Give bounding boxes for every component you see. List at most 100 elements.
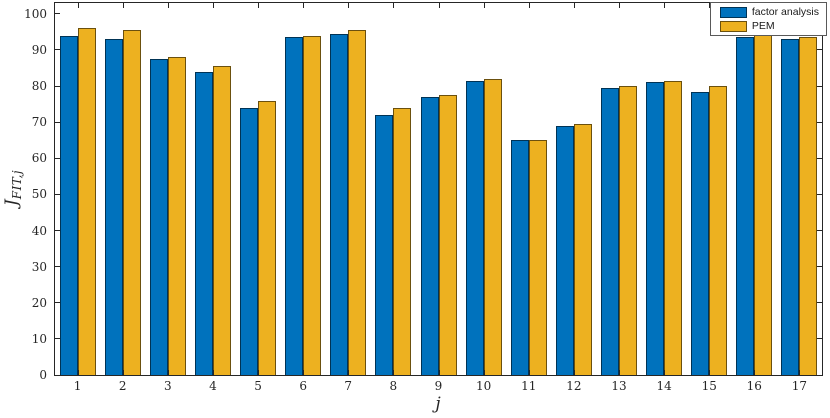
x-tick-label: 1 (73, 379, 82, 393)
x-tick-label: 8 (389, 379, 398, 393)
x-tick-label: 16 (746, 379, 762, 393)
x-tick-label: 7 (344, 379, 353, 393)
x-tick-label: 10 (475, 379, 492, 393)
y-tick-mark (55, 157, 60, 159)
x-tick-mark (754, 370, 756, 375)
bar-factor-analysis-2 (104, 39, 123, 375)
y-tick-mark (55, 85, 60, 87)
bar-PEM-14 (664, 80, 683, 375)
legend-entry-pem: PEM (719, 20, 819, 32)
x-tick-mark (258, 370, 260, 375)
bar-factor-analysis-13 (600, 87, 619, 375)
x-tick-label: 6 (299, 379, 307, 393)
legend-swatch-pem (719, 20, 747, 32)
bar-factor-analysis-10 (465, 80, 484, 375)
legend-swatch-factor-analysis (719, 6, 747, 18)
y-axis-label: JFIT,j (2, 170, 24, 206)
ticks-layer (55, 3, 822, 376)
legend-label-factor-analysis: factor analysis (751, 6, 819, 18)
y-tick-label: 100 (24, 6, 47, 21)
x-tick-mark-top (483, 3, 485, 8)
y-tick-label: 0 (39, 368, 47, 382)
y-tick-mark (55, 338, 60, 340)
plot-area (54, 2, 823, 376)
legend-label-pem: PEM (751, 20, 775, 32)
bar-factor-analysis-14 (646, 82, 665, 375)
y-tick-mark-right (817, 157, 822, 159)
y-tick-label: 50 (31, 187, 47, 202)
legend-entry-factor-analysis: factor analysis (719, 6, 819, 18)
y-tick-mark-right (817, 193, 822, 195)
y-axis-label-main: J (2, 199, 22, 207)
x-tick-mark-top (664, 3, 666, 8)
x-tick-mark (303, 370, 305, 375)
x-tick-mark-top (438, 3, 440, 8)
x-tick-mark (483, 370, 485, 375)
bar-PEM-1 (77, 28, 96, 375)
bar-factor-analysis-9 (420, 96, 439, 375)
bar-PEM-11 (528, 140, 547, 375)
bar-factor-analysis-11 (510, 140, 529, 375)
x-axis-label: j (435, 394, 441, 414)
bar-PEM-2 (122, 30, 141, 375)
x-tick-mark-top (212, 3, 214, 8)
x-tick-mark (393, 370, 395, 375)
bar-factor-analysis-17 (781, 39, 800, 375)
x-tick-label: 3 (163, 379, 172, 393)
y-tick-mark (55, 266, 60, 268)
x-tick-mark (664, 370, 666, 375)
bar-factor-analysis-1 (59, 35, 78, 375)
x-tick-label: 11 (521, 379, 537, 393)
x-tick-mark-top (618, 3, 620, 8)
y-axis-label-subscript: FIT,j (10, 169, 24, 200)
x-tick-mark-top (77, 3, 79, 8)
x-tick-label: 13 (611, 379, 627, 393)
y-tick-label: 40 (31, 223, 47, 238)
bar-PEM-5 (258, 100, 277, 375)
y-tick-label: 80 (31, 79, 47, 94)
y-tick-label: 30 (31, 259, 47, 274)
x-tick-mark-top (528, 3, 530, 8)
y-tick-label: 10 (31, 331, 47, 346)
x-tick-mark-top (573, 3, 575, 8)
y-tick-mark-right (817, 374, 822, 376)
x-tick-mark (77, 370, 79, 375)
bar-PEM-9 (438, 95, 457, 375)
x-tick-label: 14 (656, 379, 672, 393)
bar-PEM-3 (167, 57, 186, 375)
y-tick-label: 70 (31, 115, 47, 130)
bar-factor-analysis-15 (691, 91, 710, 375)
x-tick-label: 5 (254, 379, 262, 393)
y-tick-mark (55, 49, 60, 51)
x-tick-label: 2 (118, 379, 127, 393)
y-tick-mark-right (817, 302, 822, 304)
bar-PEM-17 (799, 37, 818, 375)
x-tick-mark-top (122, 3, 124, 8)
y-tick-mark (55, 13, 60, 15)
bar-PEM-6 (303, 35, 322, 375)
bar-PEM-8 (393, 107, 412, 375)
legend: factor analysis PEM (709, 2, 827, 36)
x-tick-mark (799, 370, 801, 375)
y-tick-mark-right (817, 266, 822, 268)
x-tick-mark (212, 370, 214, 375)
bar-factor-analysis-8 (375, 114, 394, 375)
y-tick-label: 60 (31, 151, 47, 166)
x-tick-mark-top (393, 3, 395, 8)
bar-factor-analysis-6 (285, 37, 304, 375)
bars-layer (55, 3, 822, 375)
y-tick-label: 90 (31, 42, 47, 57)
bar-factor-analysis-7 (330, 33, 349, 375)
bar-factor-analysis-16 (736, 37, 755, 375)
y-tick-mark-right (817, 230, 822, 232)
x-tick-label: 4 (209, 379, 217, 393)
x-tick-mark-top (709, 3, 711, 8)
bar-factor-analysis-12 (555, 125, 574, 375)
x-tick-mark (438, 370, 440, 375)
x-tick-label: 17 (791, 379, 808, 393)
x-tick-mark (167, 370, 169, 375)
bar-factor-analysis-5 (240, 107, 259, 375)
x-tick-mark-top (167, 3, 169, 8)
x-tick-mark (618, 370, 620, 375)
